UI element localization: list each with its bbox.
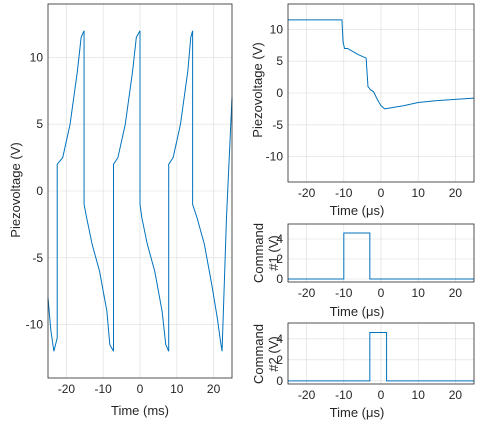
right-bot-y-axis-label: Command #2 (V) [251, 324, 281, 384]
right-bot-y-axis-label-line2: #2 (V) [266, 336, 281, 371]
right-bot-x-tick-label: 10 [412, 388, 426, 402]
right-top-y-tick-label: 0 [276, 86, 283, 100]
main-y-tick-label: 5 [36, 117, 43, 131]
right-bot-y-tick-labels: 0 2 4 [276, 332, 283, 388]
right-top-x-tick-label: 10 [412, 186, 426, 200]
right-bot-x-tick-label: -20 [298, 388, 316, 402]
right-top-x-axis-label: Time (μs) [330, 203, 385, 218]
main-y-tick-label: -5 [32, 251, 43, 265]
main-x-tick-label: 10 [170, 382, 184, 396]
right-mid-y-axis-label-line1: Command [251, 223, 266, 283]
main-x-tick-label: -10 [95, 382, 113, 396]
right-mid-y-axis-label-line2: #1 (V) [266, 235, 281, 270]
main-plot: -20 -10 0 10 20 -10 -5 0 5 10 Time (ms) Piezovol… [8, 3, 233, 418]
main-y-tick-labels: -10 -5 0 5 10 [26, 50, 44, 331]
right-top-y-tick-label: -5 [272, 118, 283, 132]
right-top-series-line [288, 19, 475, 110]
main-y-tick-label: 10 [30, 50, 44, 64]
main-x-tick-labels: -20 -10 0 10 20 [58, 382, 221, 396]
right-top-x-tick-label: 0 [378, 186, 385, 200]
right-mid-y-tick-labels: 0 2 4 [276, 232, 283, 286]
right-top-axes-frame [287, 3, 475, 183]
right-mid-x-tick-label: 20 [449, 286, 463, 300]
right-mid-x-tick-labels: -20 -10 0 10 20 [298, 286, 462, 300]
main-series-line [47, 30, 233, 352]
right-bot-axes-frame [287, 322, 475, 385]
main-x-tick-label: 0 [137, 382, 144, 396]
right-top-grid [288, 4, 474, 182]
right-bot-y-tick-label: 2 [276, 353, 283, 367]
right-bot-y-tick-label: 0 [276, 374, 283, 388]
right-bot-x-tick-label: 20 [449, 388, 463, 402]
right-mid-grid [288, 224, 474, 282]
right-mid-x-axis-label: Time (μs) [330, 304, 385, 319]
right-bot-x-axis-label: Time (μs) [330, 405, 385, 420]
right-top-y-tick-label: -10 [266, 150, 284, 164]
right-mid-plot: -20 -10 0 10 20 0 2 4 Time (μs) Command #1 (V) [251, 223, 475, 319]
main-x-axis-label: Time (ms) [111, 403, 169, 418]
right-bot-plot: -20 -10 0 10 20 0 2 4 Time (μs) Command #2 (V) [251, 322, 475, 420]
right-top-x-tick-label: 20 [449, 186, 463, 200]
main-y-tick-label: -10 [26, 318, 44, 332]
main-y-axis-label: Piezovoltage (V) [8, 142, 23, 237]
right-bot-x-tick-label: -10 [335, 388, 353, 402]
right-top-y-axis-label: Piezovoltage (V) [250, 42, 265, 137]
right-mid-y-tick-label: 2 [276, 252, 283, 266]
right-mid-x-tick-label: 10 [412, 286, 426, 300]
right-bot-x-tick-labels: -20 -10 0 10 20 [298, 388, 462, 402]
main-x-tick-label: -20 [58, 382, 76, 396]
main-x-tick-label: 20 [207, 382, 221, 396]
right-mid-series-line [288, 232, 474, 280]
right-mid-axes-frame [287, 223, 475, 283]
right-bot-series-line [288, 331, 474, 382]
right-top-x-tick-label: -20 [298, 186, 316, 200]
right-bot-x-tick-label: 0 [378, 388, 385, 402]
right-top-x-tick-labels: -20 -10 0 10 20 [298, 186, 462, 200]
main-y-tick-label: 0 [36, 184, 43, 198]
right-mid-y-tick-label: 0 [276, 272, 283, 286]
right-mid-x-tick-label: 0 [378, 286, 385, 300]
main-axes-frame [47, 3, 233, 379]
right-top-y-tick-label: 5 [276, 54, 283, 68]
right-mid-y-tick-label: 4 [276, 232, 283, 246]
right-top-y-tick-label: 10 [270, 22, 284, 36]
right-mid-y-axis-label: Command #1 (V) [251, 223, 281, 283]
right-top-y-tick-labels: -10 -5 0 5 10 [266, 22, 284, 163]
right-bot-y-tick-label: 4 [276, 332, 283, 346]
right-top-plot: -20 -10 0 10 20 -10 -5 0 5 10 Time (μs) Piezovol… [250, 3, 475, 218]
right-mid-x-tick-label: -20 [298, 286, 316, 300]
right-mid-x-tick-label: -10 [335, 286, 353, 300]
right-bot-y-axis-label-line1: Command [251, 324, 266, 384]
right-top-x-tick-label: -10 [335, 186, 353, 200]
